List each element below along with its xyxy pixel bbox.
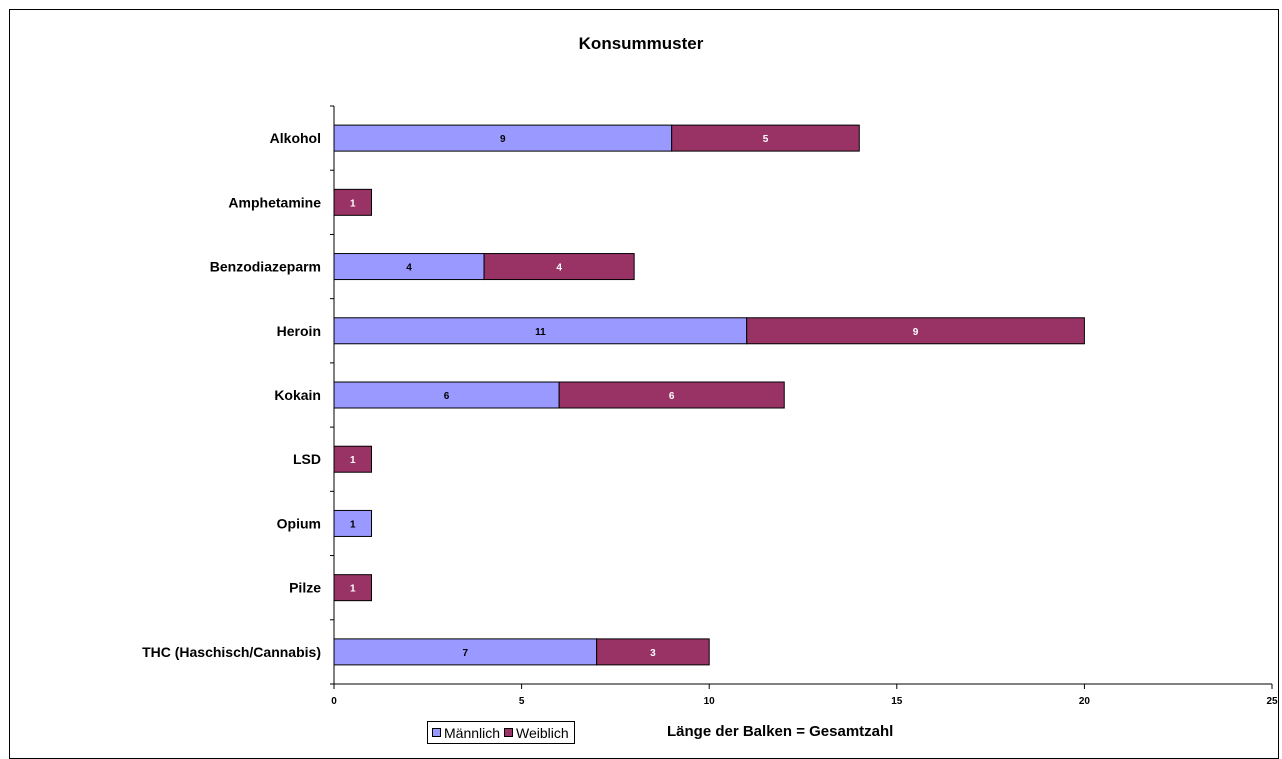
category-label: THC (Haschisch/Cannabis) (142, 644, 321, 660)
bar-data-label: 11 (535, 327, 546, 338)
bar-weiblich (596, 638, 710, 666)
category-label: Benzodiazeparm (210, 259, 321, 275)
bar-weiblich (483, 253, 635, 281)
bar-data-label: 1 (350, 584, 356, 595)
bar-data-label: 1 (350, 455, 356, 466)
legend-swatch-maennlich (432, 728, 441, 737)
chart-title: Konsummuster (578, 34, 704, 53)
bar-weiblich (671, 124, 860, 152)
bar-data-label: 3 (650, 648, 656, 659)
legend-item-maennlich: Männlich (432, 725, 500, 741)
bar-maennlich (333, 381, 560, 409)
bar-weiblich (558, 381, 785, 409)
bar-data-label: 4 (406, 263, 412, 274)
chart-legend: Männlich Weiblich (427, 721, 575, 744)
legend-swatch-weiblich (504, 728, 514, 737)
legend-label-weiblich: Weiblich (516, 724, 569, 741)
bar-data-label: 5 (763, 134, 769, 145)
bar-data-label: 9 (913, 327, 919, 338)
bar-data-label: 1 (350, 198, 356, 209)
category-label: Alkohol (270, 130, 321, 146)
bar-data-label: 9 (500, 134, 506, 145)
chart-footnote: Länge der Balken = Gesamtzahl (667, 723, 894, 740)
bar-weiblich (333, 574, 373, 602)
bar-maennlich (333, 509, 373, 537)
category-label: Amphetamine (228, 194, 321, 210)
category-label: Heroin (277, 323, 321, 339)
bar-data-label: 1 (350, 519, 356, 530)
bar-weiblich (333, 445, 373, 473)
category-label: LSD (293, 451, 321, 467)
bar-data-label: 6 (669, 391, 675, 402)
category-label: Opium (277, 515, 321, 531)
category-label: Kokain (274, 387, 321, 403)
category-label: Pilze (289, 580, 321, 596)
x-tick-label: 25 (1266, 696, 1278, 707)
x-tick-label: 5 (519, 696, 525, 707)
bar-data-label: 6 (444, 391, 450, 402)
bar-data-label: 7 (463, 648, 469, 659)
bar-data-label: 4 (556, 263, 562, 274)
legend-item-weiblich: Weiblich (504, 725, 569, 741)
bar-weiblich (333, 188, 373, 216)
x-tick-label: 20 (1079, 696, 1091, 707)
bar-maennlich (333, 124, 673, 152)
bar-maennlich (333, 317, 748, 345)
x-tick-label: 15 (891, 696, 903, 707)
legend-label-maennlich: Männlich (444, 724, 501, 741)
bar-weiblich (746, 317, 1085, 345)
x-tick-label: 0 (331, 696, 337, 707)
bar-maennlich (333, 638, 598, 666)
x-tick-label: 10 (704, 696, 716, 707)
